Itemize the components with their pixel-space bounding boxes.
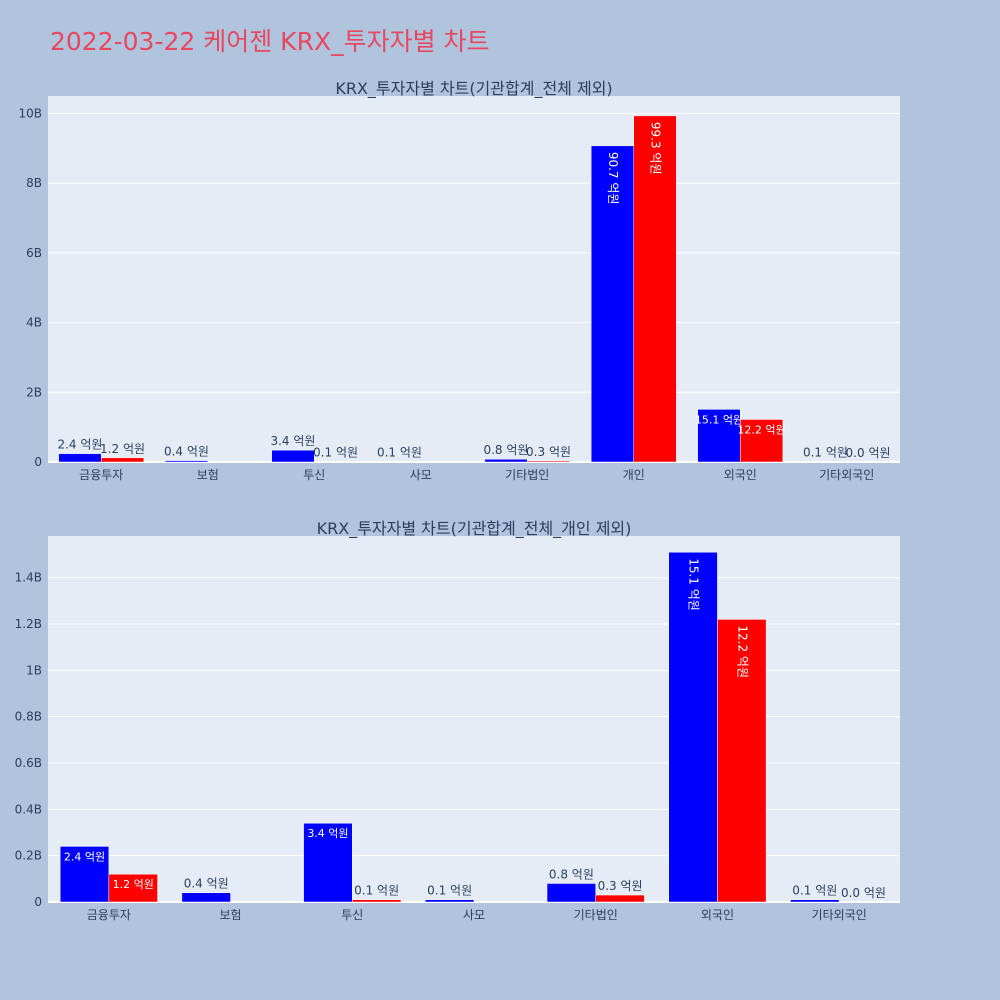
chart-1-bar-s2-4 <box>595 894 645 903</box>
chart-0-data-label: 0.0 억원 <box>846 446 891 460</box>
chart-1-ytick-label: 1.4B <box>15 571 42 585</box>
chart-0-data-label: 0.1 억원 <box>377 446 422 460</box>
chart-1-xtick-label: 외국인 <box>701 908 734 922</box>
chart-0-bar-s2-0 <box>101 457 145 463</box>
chart-0-xtick-label: 보험 <box>197 468 219 482</box>
chart-0-ytick-label: 6B <box>26 246 42 260</box>
chart-0-xtick-label: 사모 <box>410 468 432 482</box>
chart-1-data-label: 0.0 억원 <box>841 886 886 900</box>
chart-1-data-label: 0.8 억원 <box>549 867 594 881</box>
chart-1-data-label: 0.1 억원 <box>792 884 837 898</box>
chart-1-bar-s2-2 <box>352 899 402 903</box>
chart-0-bar-s1-0 <box>58 453 102 463</box>
chart-0-data-label: 0.1 억원 <box>313 446 358 460</box>
chart-0-ytick-label: 2B <box>26 385 42 399</box>
chart-0-xtick-label: 외국인 <box>724 468 757 482</box>
chart-bottom: KRX_투자자별 차트(기관합계_전체_개인 제외) 0 0.2B 0.4B 0.6B 0… <box>0 510 1000 930</box>
chart-1-plot-area <box>48 536 900 902</box>
chart-0-ytick-label: 10B <box>18 106 42 120</box>
chart-0-ytick-label: 8B <box>26 176 42 190</box>
chart-1-bar-s1-4 <box>546 883 596 903</box>
chart-1-bar-s1-5 <box>668 551 718 903</box>
chart-1-data-label: 3.4 억원 <box>307 827 348 840</box>
chart-0-bar-s2-6 <box>740 419 784 463</box>
chart-1-bar-s1-2 <box>303 822 353 903</box>
chart-bottom-svg: KRX_투자자별 차트(기관합계_전체_개인 제외) 0 0.2B 0.4B 0.6B 0… <box>15 519 900 922</box>
chart-1-xtick-label: 기타외국인 <box>812 908 867 922</box>
chart-1-data-label: 0.4 억원 <box>184 877 229 891</box>
chart-0-data-label: 15.1 억원 <box>695 413 743 426</box>
chart-0-data-label: 1.2 억원 <box>100 442 145 456</box>
chart-0-data-label: 90.7 억원 <box>606 152 620 205</box>
chart-0-bar-s2-4 <box>527 460 571 463</box>
chart-1-bar-s2-0 <box>108 873 158 903</box>
chart-1-bar-s1-0 <box>59 846 110 903</box>
chart-top-svg: KRX_투자자별 차트(기관합계_전체 제외) 0 2B 4B 6B 8B 10B 금융투자 2… <box>18 79 900 482</box>
chart-1-data-label: 15.1 억원 <box>687 558 701 611</box>
chart-1-xtick-label: 보험 <box>220 908 242 922</box>
chart-0-data-label: 3.4 억원 <box>270 434 315 448</box>
chart-0-data-label: 0.3 억원 <box>526 445 571 459</box>
chart-1-ytick-label: 0.6B <box>15 756 42 770</box>
chart-1-ytick-label: 1B <box>26 663 42 677</box>
chart-top: KRX_투자자별 차트(기관합계_전체 제외) 0 2B 4B 6B 8B 10B 금융투자 2… <box>0 70 1000 510</box>
chart-1-data-label: 12.2 억원 <box>735 625 749 678</box>
chart-1-ytick-label: 0.2B <box>15 849 42 863</box>
chart-0-xtick-label: 투신 <box>303 468 325 482</box>
chart-1-data-label: 0.1 억원 <box>354 884 399 898</box>
chart-0-data-label: 2.4 억원 <box>57 438 102 452</box>
chart-1-data-label: 0.1 억원 <box>427 884 472 898</box>
chart-0-bar-s1-1 <box>164 460 208 463</box>
chart-1-xtick-label: 투신 <box>341 908 363 922</box>
chart-0-data-label: 0.1 억원 <box>803 446 848 460</box>
chart-1-ytick-label: 1.2B <box>15 617 42 631</box>
chart-0-bar-s1-2 <box>271 449 315 463</box>
chart-0-data-label: 0.8 억원 <box>483 443 528 457</box>
chart-1-xtick-label: 기타법인 <box>574 908 618 922</box>
chart-0-bar-s1-5 <box>590 145 635 463</box>
chart-0-title: KRX_투자자별 차트(기관합계_전체 제외) <box>335 79 612 99</box>
chart-1-ytick-label: 0.4B <box>15 802 42 816</box>
chart-1-bar-s1-1 <box>181 892 231 903</box>
chart-1-xtick-label: 금융투자 <box>87 908 131 922</box>
chart-0-xtick-label: 개인 <box>623 468 645 482</box>
chart-1-ytick-label: 0.8B <box>15 710 42 724</box>
chart-0-xtick-label: 금융투자 <box>79 468 123 482</box>
chart-1-data-label: 0.3 억원 <box>598 879 643 893</box>
chart-0-xtick-label: 기타외국인 <box>819 468 874 482</box>
chart-0-bar-s2-5 <box>633 115 677 463</box>
chart-0-data-label: 99.3 억원 <box>649 122 663 175</box>
chart-0-data-label: 0.4 억원 <box>164 445 209 459</box>
chart-1-ytick-label: 0 <box>34 895 42 909</box>
chart-1-bar-s2-5 <box>717 619 767 903</box>
chart-1-title: KRX_투자자별 차트(기관합계_전체_개인 제외) <box>317 519 632 539</box>
chart-0-ytick-label: 4B <box>26 316 42 330</box>
chart-1-data-label: 2.4 억원 <box>64 850 105 863</box>
chart-1-xtick-label: 사모 <box>463 908 485 922</box>
chart-0-ytick-label: 0 <box>34 455 42 469</box>
chart-1-bar-s1-3 <box>425 899 475 903</box>
page-title: 2022-03-22 케어젠 KRX_투자자별 차트 <box>50 27 490 56</box>
chart-1-data-label: 1.2 억원 <box>113 878 154 891</box>
chart-0-bar-s1-4 <box>484 458 528 463</box>
chart-0-plot-area <box>48 96 900 462</box>
chart-0-xtick-label: 기타법인 <box>505 468 549 482</box>
chart-1-bar-s1-6 <box>790 899 840 903</box>
chart-0-data-label: 12.2 억원 <box>737 423 785 436</box>
